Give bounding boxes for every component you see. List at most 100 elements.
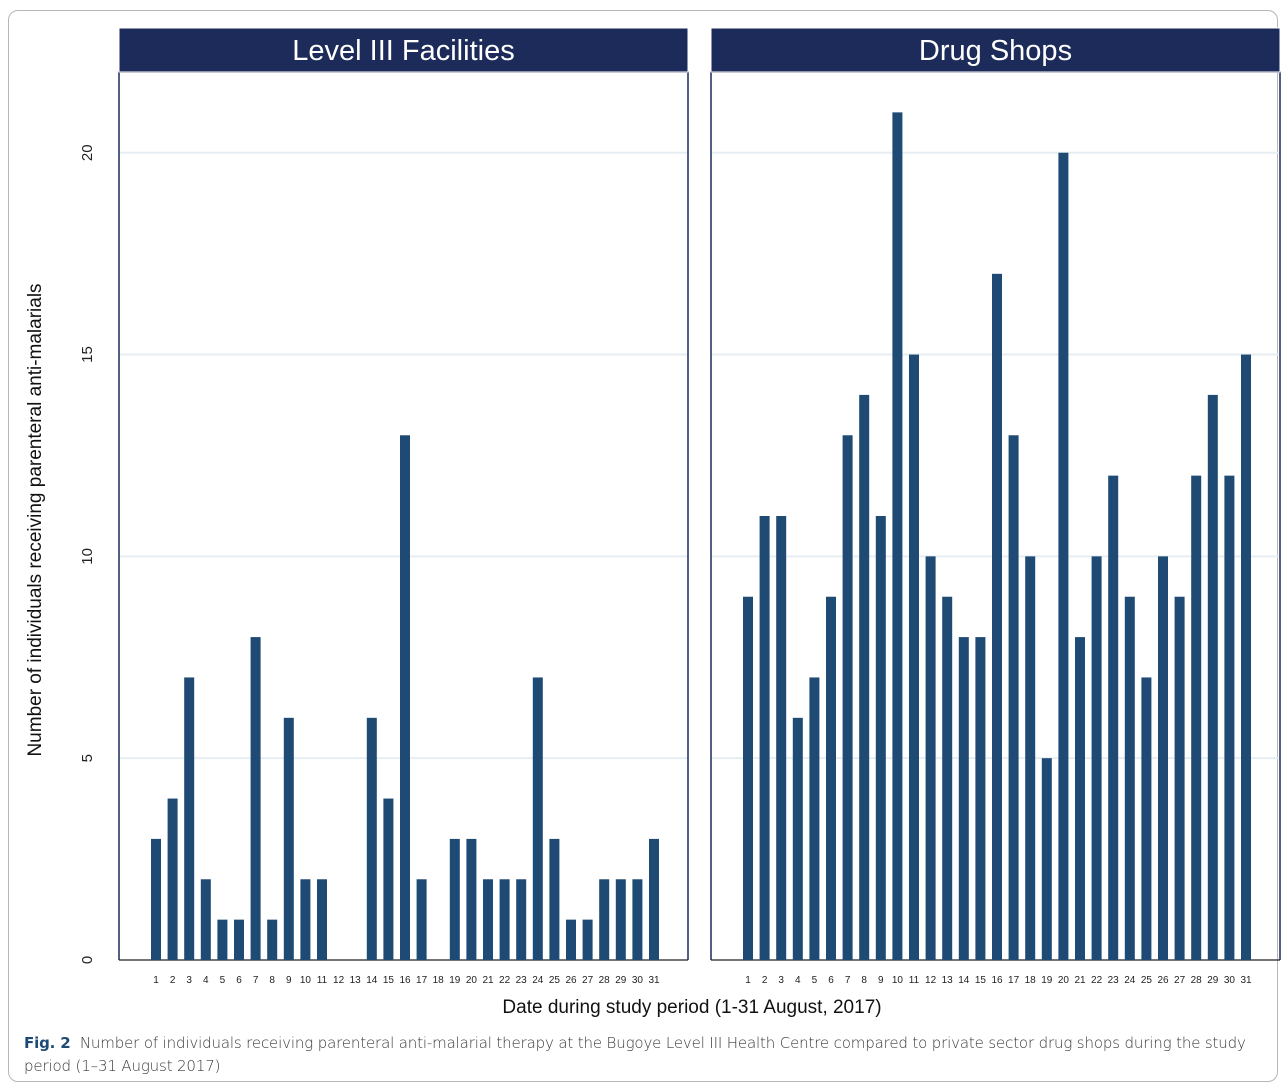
bar <box>1075 637 1085 960</box>
bar <box>649 838 659 960</box>
y-axis-title: Number of individuals receiving parenter… <box>25 283 46 756</box>
x-tick-label: 26 <box>1157 975 1169 986</box>
bar <box>975 637 986 960</box>
x-tick-label: 29 <box>1207 975 1219 986</box>
caption-text: Number of individuals receiving parenter… <box>24 1034 1246 1075</box>
x-tick-label: 24 <box>532 975 544 986</box>
x-tick-label: 28 <box>599 975 611 986</box>
panel-header <box>710 27 1281 73</box>
x-tick-label: 5 <box>812 975 818 986</box>
bar <box>549 838 560 960</box>
bar <box>167 798 178 960</box>
bar <box>283 717 294 960</box>
x-axis-title: Date during study period (1-31 August, 2… <box>502 997 881 1018</box>
bar <box>483 879 493 960</box>
figure-frame <box>8 10 1278 1082</box>
bar <box>1174 596 1185 960</box>
x-tick-label: 9 <box>878 975 884 986</box>
x-tick-label: 27 <box>582 975 594 986</box>
bar <box>892 112 903 960</box>
x-tick-label: 11 <box>317 975 328 986</box>
figure-caption: Fig. 2 Number of individuals receiving p… <box>24 1032 1274 1078</box>
x-tick-label: 12 <box>333 975 345 986</box>
bar <box>1207 394 1218 961</box>
x-tick-label: 22 <box>1091 975 1103 986</box>
bar <box>875 516 886 960</box>
x-tick-label: 6 <box>236 975 242 986</box>
bar <box>615 879 626 960</box>
x-tick-label: 14 <box>366 975 378 986</box>
x-tick-label: 1 <box>745 975 751 986</box>
bar <box>1224 475 1235 960</box>
bar <box>416 879 427 960</box>
bar <box>809 677 820 960</box>
bar <box>499 879 510 960</box>
x-tick-label: 17 <box>1008 975 1020 986</box>
x-tick-label: 14 <box>958 975 970 986</box>
x-tick-label: 16 <box>991 975 1003 986</box>
x-tick-label: 29 <box>615 975 627 986</box>
x-tick-label: 22 <box>499 975 511 986</box>
x-tick-label: 30 <box>1224 975 1236 986</box>
bar <box>1091 556 1102 960</box>
bar <box>792 717 803 960</box>
bar <box>267 919 278 960</box>
x-tick-label: 23 <box>1108 975 1120 986</box>
x-tick-label: 9 <box>286 975 292 986</box>
x-tick-label: 18 <box>1025 975 1037 986</box>
x-tick-label: 25 <box>1141 975 1153 986</box>
x-tick-label: 2 <box>762 975 768 986</box>
bar <box>826 596 836 960</box>
bar <box>743 596 753 960</box>
y-tick-label: 15 <box>79 346 96 363</box>
x-tick-label: 15 <box>975 975 987 986</box>
x-tick-label: 20 <box>1058 975 1070 986</box>
x-tick-label: 25 <box>549 975 561 986</box>
x-tick-label: 2 <box>170 975 176 986</box>
bar <box>776 516 787 960</box>
x-tick-label: 11 <box>909 975 920 986</box>
figure-label: Fig. 2 <box>24 1034 71 1052</box>
panel-header <box>118 27 689 73</box>
x-tick-label: 1 <box>153 975 159 986</box>
bar <box>925 556 936 960</box>
x-tick-label: 20 <box>466 975 478 986</box>
x-tick-label: 21 <box>482 975 494 986</box>
bar <box>909 354 919 961</box>
bar <box>300 879 311 960</box>
x-tick-label: 31 <box>1240 975 1252 986</box>
x-tick-label: 18 <box>433 975 445 986</box>
x-tick-label: 15 <box>383 975 395 986</box>
y-tick-label: 20 <box>79 144 96 161</box>
x-tick-label: 30 <box>632 975 644 986</box>
x-tick-label: 23 <box>516 975 528 986</box>
x-tick-label: 19 <box>449 975 461 986</box>
bar <box>1058 152 1069 960</box>
bar <box>1041 758 1052 960</box>
bar <box>992 273 1002 960</box>
bar <box>1025 556 1036 960</box>
bar <box>1158 556 1168 960</box>
x-tick-label: 13 <box>942 975 954 986</box>
bar <box>759 516 770 960</box>
x-tick-label: 19 <box>1041 975 1053 986</box>
bar <box>400 435 410 961</box>
bar <box>632 879 643 960</box>
bar <box>234 919 244 960</box>
bar <box>366 717 377 960</box>
bar <box>151 838 161 960</box>
x-tick-label: 21 <box>1074 975 1086 986</box>
bar <box>842 435 853 961</box>
bar <box>1191 475 1202 960</box>
x-tick-label: 28 <box>1191 975 1203 986</box>
x-tick-label: 4 <box>795 975 801 986</box>
y-tick-label: 0 <box>79 956 96 964</box>
x-tick-label: 27 <box>1174 975 1186 986</box>
bar <box>582 919 593 960</box>
bar <box>958 637 969 960</box>
bar <box>532 677 543 960</box>
bar <box>1141 677 1152 960</box>
x-tick-label: 13 <box>350 975 362 986</box>
bar <box>184 677 195 960</box>
